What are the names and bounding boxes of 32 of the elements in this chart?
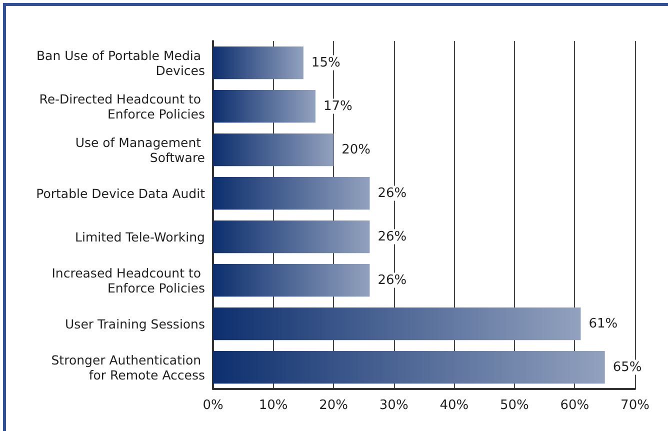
x-tick-label: 70%	[620, 398, 650, 413]
y-tick-label: Portable Device Data Audit	[36, 186, 206, 201]
bar	[213, 350, 605, 384]
data-label: 17%	[323, 98, 352, 114]
y-tick-label: User Training Sessions	[65, 316, 205, 332]
bar	[213, 220, 370, 254]
data-label: 26%	[378, 229, 407, 244]
bar	[213, 46, 304, 80]
y-tick-label: Use of Management Software	[75, 134, 206, 165]
y-tick-label: Ban Use of Portable Media Devices	[36, 48, 205, 78]
y-tick-label: Re-Directed Headcount to Enforce Policies	[39, 91, 205, 122]
bar	[213, 90, 316, 123]
data-label: 61%	[588, 316, 618, 332]
x-tick-label: 40%	[440, 398, 469, 413]
data-label: 65%	[612, 360, 642, 375]
y-tick-label: Increased Headcount to Enforce Policies	[52, 265, 205, 296]
y-tick-label: Stronger Authentication for Remote Access	[51, 352, 205, 382]
bar	[213, 264, 370, 297]
x-tick-label: 0%	[202, 398, 224, 413]
x-tick-label: 30%	[379, 398, 408, 413]
x-tick-label: 10%	[258, 398, 288, 413]
data-label: 26%	[378, 272, 407, 288]
x-tick-label: 20%	[319, 398, 348, 413]
bar	[213, 176, 370, 210]
data-label: 20%	[342, 142, 370, 158]
x-tick-label: 60%	[560, 398, 590, 413]
y-tick-label: Limited Tele-Working	[75, 229, 205, 244]
data-label: 15%	[311, 55, 340, 70]
x-tick-label: 50%	[500, 398, 529, 413]
data-label: 26%	[378, 186, 407, 201]
bar	[213, 307, 581, 340]
bar	[213, 133, 334, 166]
